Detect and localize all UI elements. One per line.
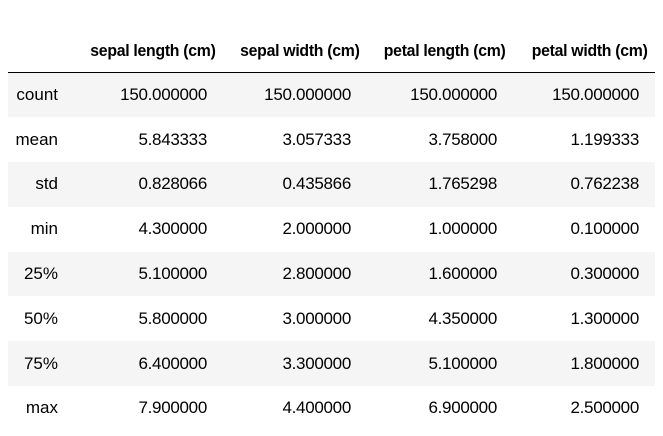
table-cell: 4.400000 bbox=[282, 398, 351, 418]
table-cell: 3.758000 bbox=[428, 129, 497, 149]
column-header: petal length (cm) bbox=[377, 30, 513, 73]
table-cell: 1.800000 bbox=[570, 353, 639, 373]
table-cell: 150.000000 bbox=[120, 85, 207, 105]
table-row: 25% 5.100000 2.800000 1.600000 0.300000 bbox=[8, 251, 655, 297]
table-cell: 1.600000 bbox=[428, 264, 497, 284]
table-cell: 5.100000 bbox=[138, 264, 207, 284]
table-row: 75% 6.400000 3.300000 5.100000 1.800000 bbox=[8, 341, 655, 387]
table-cell: 1.199333 bbox=[570, 129, 639, 149]
table-cell: 0.435866 bbox=[282, 174, 351, 194]
table-cell: 1.000000 bbox=[428, 219, 497, 239]
row-label: 50% bbox=[23, 308, 58, 328]
row-label: 25% bbox=[23, 264, 58, 284]
table-cell: 6.900000 bbox=[428, 398, 497, 418]
row-label: count bbox=[16, 85, 58, 105]
table-row: std 0.828066 0.435866 1.765298 0.762238 bbox=[8, 162, 655, 207]
table-cell: 4.300000 bbox=[138, 219, 207, 239]
table-row: 50% 5.800000 3.000000 4.350000 1.300000 bbox=[8, 296, 655, 342]
table-cell: 3.057333 bbox=[282, 129, 351, 149]
table-cell: 0.828066 bbox=[138, 174, 207, 194]
table-cell: 5.100000 bbox=[428, 353, 497, 373]
table-cell: 2.500000 bbox=[570, 398, 639, 418]
column-header: sepal width (cm) bbox=[233, 30, 367, 73]
table-cell: 3.300000 bbox=[282, 353, 351, 373]
table-row: count 150.000000 150.000000 150.000000 1… bbox=[8, 72, 655, 118]
table-cell: 1.300000 bbox=[570, 308, 639, 328]
table-cell: 3.000000 bbox=[282, 308, 351, 328]
table-cell: 1.765298 bbox=[428, 174, 497, 194]
table-cell: 4.350000 bbox=[428, 308, 497, 328]
table-cell: 0.762238 bbox=[570, 174, 639, 194]
table-cell: 150.000000 bbox=[264, 85, 351, 105]
table-cell: 2.000000 bbox=[282, 219, 351, 239]
row-label: max bbox=[25, 398, 58, 418]
table-cell: 0.100000 bbox=[570, 219, 639, 239]
table-cell: 5.800000 bbox=[138, 308, 207, 328]
table-cell: 2.800000 bbox=[282, 264, 351, 284]
row-label: mean bbox=[15, 129, 58, 149]
table-cell: 150.000000 bbox=[410, 85, 497, 105]
table-row: max 7.900000 4.400000 6.900000 2.500000 bbox=[8, 386, 655, 431]
table-cell: 5.843333 bbox=[138, 129, 207, 149]
row-label: 75% bbox=[23, 353, 58, 373]
table-cell: 6.400000 bbox=[138, 353, 207, 373]
index-header bbox=[12, 30, 66, 73]
table-cell: 0.300000 bbox=[570, 264, 639, 284]
table-cell: 7.900000 bbox=[138, 398, 207, 418]
table-row: mean 5.843333 3.057333 3.758000 1.199333 bbox=[8, 117, 655, 163]
header-row: sepal length (cm) sepal width (cm) petal… bbox=[8, 30, 655, 73]
row-label: std bbox=[35, 174, 58, 194]
table-cell: 150.000000 bbox=[552, 85, 639, 105]
dataframe-output: sepal length (cm) sepal width (cm) petal… bbox=[8, 30, 655, 431]
column-header: petal width (cm) bbox=[522, 30, 655, 73]
table-row: min 4.300000 2.000000 1.000000 0.100000 bbox=[8, 206, 655, 252]
describe-table: sepal length (cm) sepal width (cm) petal… bbox=[8, 30, 655, 431]
column-header: sepal length (cm) bbox=[76, 30, 223, 73]
row-label: min bbox=[30, 219, 58, 239]
